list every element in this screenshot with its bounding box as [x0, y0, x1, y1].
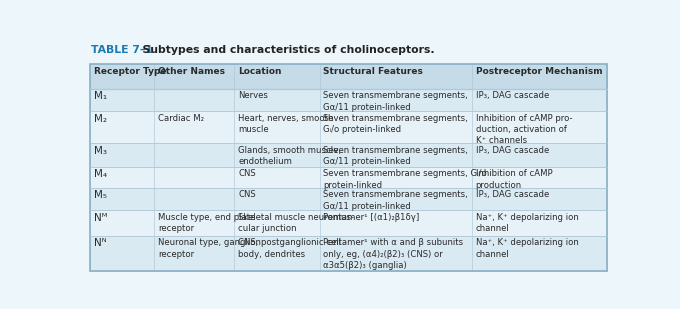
- Text: Muscle type, end plate
receptor: Muscle type, end plate receptor: [158, 213, 256, 233]
- Text: M₂: M₂: [94, 114, 107, 124]
- Bar: [154, 236, 235, 271]
- Text: IP₃, DAG cascade: IP₃, DAG cascade: [475, 190, 549, 199]
- Bar: [90, 188, 154, 210]
- Text: Seven transmembrane segments,
Gα/11 protein-linked: Seven transmembrane segments, Gα/11 prot…: [323, 91, 468, 112]
- Text: Location: Location: [238, 67, 282, 76]
- Text: M₅: M₅: [94, 190, 107, 200]
- Text: Neuronal type, ganglion
receptor: Neuronal type, ganglion receptor: [158, 238, 261, 259]
- Text: Cardiac M₂: Cardiac M₂: [158, 114, 204, 123]
- Text: Nᴹ: Nᴹ: [94, 213, 107, 222]
- Bar: [90, 167, 154, 188]
- Bar: [472, 65, 607, 89]
- Text: Structural Features: Structural Features: [323, 67, 423, 76]
- Bar: [90, 89, 154, 111]
- Text: Na⁺, K⁺ depolarizing ion
channel: Na⁺, K⁺ depolarizing ion channel: [475, 238, 579, 259]
- Bar: [472, 89, 607, 111]
- Bar: [235, 188, 320, 210]
- Text: Postreceptor Mechanism: Postreceptor Mechanism: [475, 67, 602, 76]
- Text: Seven transmembrane segments,
Gᵢ/o protein-linked: Seven transmembrane segments, Gᵢ/o prote…: [323, 114, 468, 134]
- Text: M₄: M₄: [94, 169, 107, 179]
- Text: Glands, smooth muscle,
endothelium: Glands, smooth muscle, endothelium: [238, 146, 341, 166]
- Bar: [90, 65, 607, 271]
- Bar: [472, 210, 607, 236]
- Bar: [320, 188, 472, 210]
- Bar: [235, 89, 320, 111]
- Text: Pentamer¹ with α and β subunits
only, eg, (α4)₂(β2)₃ (CNS) or
α3α5(β2)₃ (ganglia: Pentamer¹ with α and β subunits only, eg…: [323, 238, 463, 270]
- Bar: [154, 188, 235, 210]
- Text: CNS: CNS: [238, 190, 256, 199]
- Bar: [154, 111, 235, 143]
- Bar: [235, 65, 320, 89]
- Bar: [472, 111, 607, 143]
- Text: Subtypes and characteristics of cholinoceptors.: Subtypes and characteristics of cholinoc…: [135, 45, 434, 55]
- Text: Nᴺ: Nᴺ: [94, 238, 107, 248]
- Text: Na⁺, K⁺ depolarizing ion
channel: Na⁺, K⁺ depolarizing ion channel: [475, 213, 579, 233]
- Text: Inhibition of cAMP pro-
duction, activation of
K⁺ channels: Inhibition of cAMP pro- duction, activat…: [475, 114, 573, 146]
- Bar: [154, 65, 235, 89]
- Bar: [235, 167, 320, 188]
- Bar: [90, 65, 154, 89]
- Text: Pentamer¹ [(α1)₂β1δγ]: Pentamer¹ [(α1)₂β1δγ]: [323, 213, 420, 222]
- Bar: [235, 236, 320, 271]
- Bar: [90, 236, 154, 271]
- Text: Inhibition of cAMP
production: Inhibition of cAMP production: [475, 169, 552, 190]
- Text: Heart, nerves, smooth
muscle: Heart, nerves, smooth muscle: [238, 114, 333, 134]
- Bar: [154, 89, 235, 111]
- Bar: [320, 236, 472, 271]
- Bar: [154, 210, 235, 236]
- Bar: [320, 167, 472, 188]
- Text: Seven transmembrane segments,
Gα/11 protein-linked: Seven transmembrane segments, Gα/11 prot…: [323, 190, 468, 211]
- Text: Nerves: Nerves: [238, 91, 268, 100]
- Text: Skeletal muscle neuromus-
cular junction: Skeletal muscle neuromus- cular junction: [238, 213, 354, 233]
- Bar: [90, 111, 154, 143]
- Bar: [90, 210, 154, 236]
- Text: M₁: M₁: [94, 91, 107, 101]
- Bar: [235, 111, 320, 143]
- Bar: [320, 89, 472, 111]
- Text: CNS: CNS: [238, 169, 256, 178]
- Bar: [320, 65, 472, 89]
- Text: CNS, postganglionic cell
body, dendrites: CNS, postganglionic cell body, dendrites: [238, 238, 341, 259]
- Text: IP₃, DAG cascade: IP₃, DAG cascade: [475, 146, 549, 155]
- Bar: [320, 143, 472, 167]
- Text: IP₃, DAG cascade: IP₃, DAG cascade: [475, 91, 549, 100]
- Text: Seven transmembrane segments,
Gα/11 protein-linked: Seven transmembrane segments, Gα/11 prot…: [323, 146, 468, 166]
- Text: Receptor Type: Receptor Type: [94, 67, 167, 76]
- Bar: [154, 167, 235, 188]
- Bar: [90, 143, 154, 167]
- Text: Other Names: Other Names: [158, 67, 225, 76]
- Text: TABLE 7–1: TABLE 7–1: [91, 45, 153, 55]
- Text: M₃: M₃: [94, 146, 107, 156]
- Bar: [472, 167, 607, 188]
- Bar: [472, 143, 607, 167]
- Bar: [320, 210, 472, 236]
- Bar: [235, 210, 320, 236]
- Bar: [320, 111, 472, 143]
- Bar: [472, 236, 607, 271]
- Bar: [154, 143, 235, 167]
- Bar: [472, 188, 607, 210]
- Bar: [235, 143, 320, 167]
- Text: Seven transmembrane segments, Gᵢ/o
protein-linked: Seven transmembrane segments, Gᵢ/o prote…: [323, 169, 487, 190]
